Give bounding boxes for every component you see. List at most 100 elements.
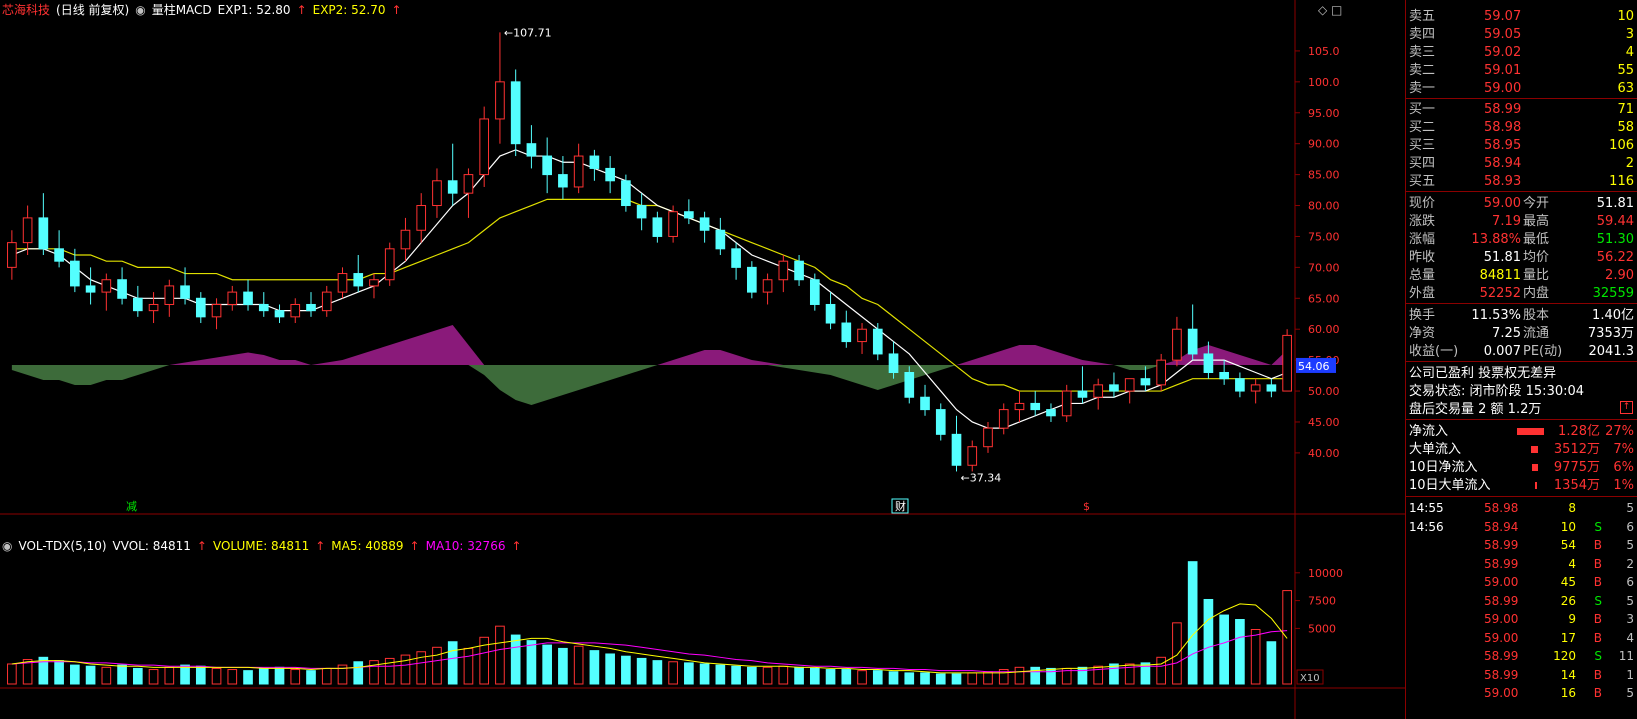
event-marker-dollar: $ xyxy=(1083,500,1090,513)
volume-bar xyxy=(857,670,867,685)
quote-value-2: 59.44 xyxy=(1596,214,1634,229)
order-level-label: 买二 xyxy=(1409,120,1436,135)
flow-pct: 6% xyxy=(1613,460,1634,475)
tick-count: 6 xyxy=(1626,575,1634,589)
event-marker-box xyxy=(891,498,909,514)
price-tick-label: 75.00 xyxy=(1308,230,1340,243)
tick-count: 5 xyxy=(1626,501,1634,515)
tick-side: S xyxy=(1594,519,1602,534)
quote-label-2: 内盘 xyxy=(1523,286,1550,301)
order-book-row[interactable]: 卖三 59.02 4 xyxy=(1406,43,1637,62)
volume-bar xyxy=(321,667,332,685)
tick-side: B xyxy=(1593,630,1602,645)
flow-label: 10日净流入 xyxy=(1409,460,1478,475)
order-book-row[interactable]: 卖五 59.07 10 xyxy=(1406,7,1637,26)
chart-settings-icons[interactable]: ◇ □ xyxy=(1318,3,1343,17)
status-row[interactable]: 公司已盈利 投票权无差异 xyxy=(1406,364,1637,383)
tick-row: 58.99 54 B 5 xyxy=(1406,536,1637,555)
volume-tick-label: 7500 xyxy=(1308,595,1336,608)
volume-bar xyxy=(353,661,364,685)
tick-row: 58.99 14 B 1 xyxy=(1406,666,1637,685)
candle-body xyxy=(1203,353,1214,373)
volume-dropdown-icon[interactable]: ◉ xyxy=(2,539,13,553)
candle-body xyxy=(920,396,930,411)
expand-icon[interactable]: ↑ xyxy=(1620,401,1633,414)
price-tick-label: 65.00 xyxy=(1308,292,1340,305)
order-book-row[interactable]: 卖二 59.01 55 xyxy=(1406,61,1637,80)
quote-divider xyxy=(1406,191,1637,192)
order-book-row[interactable]: 买一 58.99 71 xyxy=(1406,100,1637,119)
tick-volume: 26 xyxy=(1560,593,1576,608)
kline-chart[interactable]: 105.0 100.0 95.00 90.00 85.00 80.00 75.00 70.00… xyxy=(0,0,1405,719)
indicator-name[interactable]: 量柱MACD xyxy=(151,3,212,17)
volume-unit-label: X10 xyxy=(1300,673,1320,684)
volume-bar xyxy=(841,669,852,685)
candle-body xyxy=(337,273,348,293)
volume-bar xyxy=(920,672,930,685)
candle-body xyxy=(148,303,159,312)
low-annotation: ←37.34 xyxy=(961,471,1002,484)
order-book-row[interactable]: 买四 58.94 2 xyxy=(1406,154,1637,173)
order-book-row[interactable]: 买五 58.93 116 xyxy=(1406,172,1637,191)
tick-volume: 4 xyxy=(1568,556,1576,571)
order-book-row[interactable]: 买三 58.95 106 xyxy=(1406,136,1637,155)
quote-label: 涨幅 xyxy=(1409,232,1436,247)
candle-body xyxy=(384,248,395,281)
stock-name[interactable]: 芯海科技 xyxy=(2,3,51,17)
period-label[interactable]: (日线 前复权) xyxy=(56,3,130,17)
order-book-row[interactable]: 买二 58.98 58 xyxy=(1406,118,1637,137)
tick-volume: 9 xyxy=(1568,612,1576,626)
volume-bar xyxy=(809,667,820,685)
flow-row: 10日大单流入 1354万 1% xyxy=(1406,476,1637,495)
candle-body xyxy=(1266,384,1277,392)
flow-bar xyxy=(1535,482,1538,489)
candle-body xyxy=(668,211,678,237)
volume-bar xyxy=(1266,641,1277,685)
volume-ma5-line xyxy=(11,603,1288,674)
quote-value: 84811 xyxy=(1479,268,1521,283)
price-tick-label: 40.00 xyxy=(1308,447,1340,460)
volume-bar xyxy=(794,666,804,685)
vol-indicator-name[interactable]: VOL-TDX(5,10) xyxy=(18,539,107,553)
quote-row: 总量 84811 量比 2.90 xyxy=(1406,266,1637,285)
quote-label: 外盘 xyxy=(1409,286,1436,301)
candle-body xyxy=(983,427,993,448)
ticks-divider xyxy=(1406,496,1637,497)
candle-body xyxy=(636,205,647,219)
candle-body xyxy=(70,260,80,287)
status-row[interactable]: 盘后交易量 2 额 1.2万 xyxy=(1406,400,1637,419)
tick-side: S xyxy=(1594,649,1602,663)
exp1-arrow-icon: ↑ xyxy=(296,3,307,17)
indicator-dropdown-icon[interactable]: ◉ xyxy=(135,3,146,17)
tick-price: 58.99 xyxy=(1484,593,1519,608)
volume-label: VOLUME: 84811 xyxy=(212,539,310,553)
fundamentals-divider xyxy=(1406,303,1637,304)
fund-value-2: 2041.3 xyxy=(1588,344,1635,359)
candle-body xyxy=(369,279,379,287)
quote-value-2: 2.90 xyxy=(1605,268,1634,283)
tick-count: 5 xyxy=(1626,686,1634,700)
price-tick-label: 60.00 xyxy=(1308,323,1340,336)
quote-label-2: 最高 xyxy=(1523,214,1550,229)
quote-value-2: 32559 xyxy=(1592,286,1634,301)
volume-bar xyxy=(1124,663,1135,685)
status-text: 交易状态: 闭市阶段 15:30:04 xyxy=(1409,384,1585,399)
volume-bar xyxy=(1030,666,1041,685)
order-book-row[interactable]: 卖四 59.05 3 xyxy=(1406,25,1637,44)
volume-header: ◉ VOL-TDX(5,10) VVOL: 84811 ↑ VOLUME: 84811 ↑… xyxy=(2,537,528,555)
volume-bar xyxy=(636,657,647,685)
candle-body xyxy=(195,297,206,318)
volume-bar xyxy=(243,670,253,685)
order-book-row[interactable]: 卖一 59.00 63 xyxy=(1406,79,1637,98)
vvol-arrow-icon: ↑ xyxy=(196,539,207,553)
candle-body xyxy=(85,285,96,293)
tick-price: 58.98 xyxy=(1484,501,1519,515)
volume-bar xyxy=(778,665,789,685)
flow-label: 10日大单流入 xyxy=(1409,478,1491,493)
candle-body xyxy=(164,285,175,305)
kline-chart-area[interactable]: 105.0 100.0 95.00 90.00 85.00 80.00 75.00 70.00… xyxy=(0,0,1405,719)
flow-value: 9775万 xyxy=(1553,460,1600,475)
status-row[interactable]: 交易状态: 闭市阶段 15:30:04 xyxy=(1406,382,1637,401)
fund-label-2: 流通 xyxy=(1523,326,1550,341)
candle-body xyxy=(825,303,836,324)
